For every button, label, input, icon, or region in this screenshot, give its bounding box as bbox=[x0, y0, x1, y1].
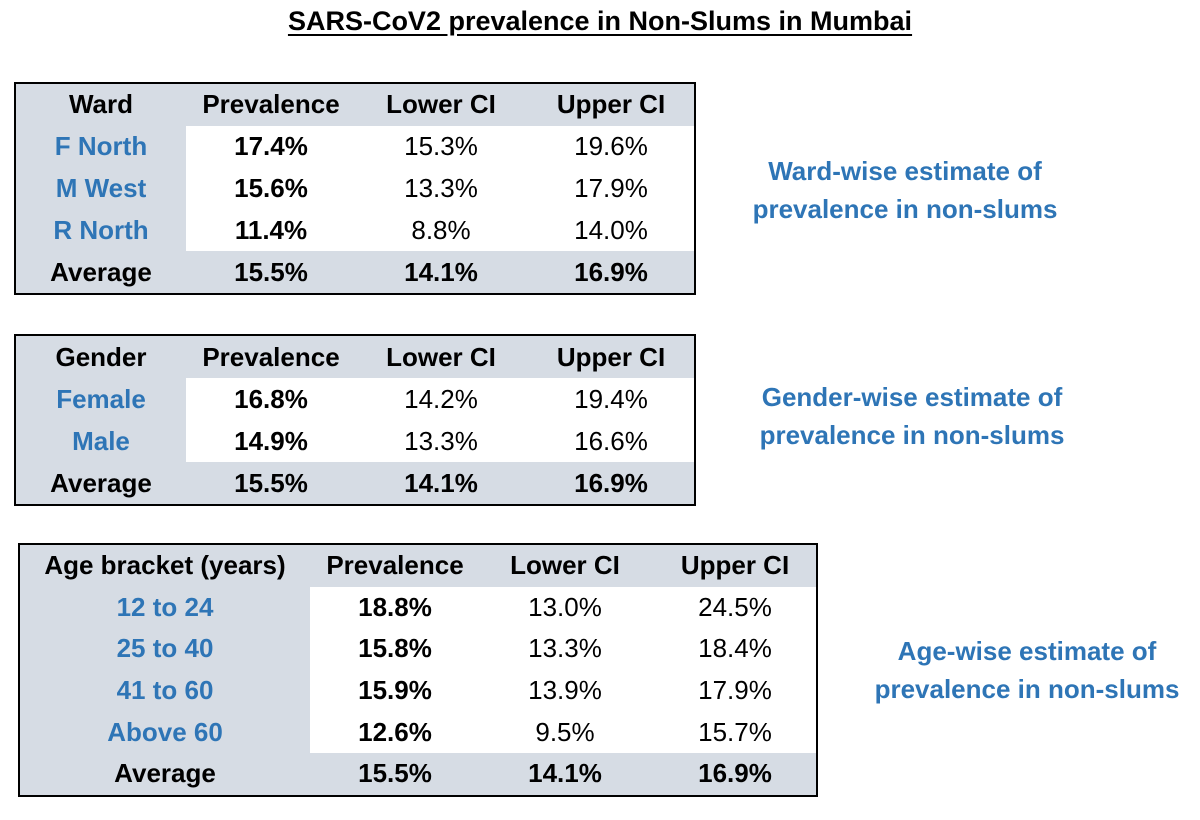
column-header: Age bracket (years) bbox=[44, 550, 286, 581]
average-lower-ci-value: 14.1% bbox=[404, 256, 478, 287]
lower-ci-value: 13.3% bbox=[404, 425, 478, 456]
note-line: prevalence in non-slums bbox=[752, 194, 1058, 224]
upper-ci-value: 18.4% bbox=[698, 633, 772, 664]
upper-ci-value: 24.5% bbox=[698, 591, 772, 622]
average-prevalence-value: 15.5% bbox=[234, 256, 308, 287]
lower-ci-value: 13.9% bbox=[528, 675, 602, 706]
column-header: Lower CI bbox=[510, 550, 620, 581]
column-header: Upper CI bbox=[680, 550, 790, 581]
prevalence-value: 17.4% bbox=[234, 131, 308, 162]
ward-note: Ward-wise estimate of prevalence in non-s… bbox=[705, 152, 1105, 228]
row-label: R North bbox=[53, 214, 149, 245]
average-prevalence-value: 15.5% bbox=[358, 758, 432, 789]
lower-ci-value: 13.3% bbox=[528, 633, 602, 664]
upper-ci-value: 19.4% bbox=[574, 383, 648, 414]
average-lower-ci-value: 14.1% bbox=[404, 467, 478, 498]
gender-body-fill bbox=[186, 378, 694, 462]
average-upper-ci-value: 16.9% bbox=[574, 467, 648, 498]
table-row: 12 to 24 18.8% 13.0% 24.5% bbox=[20, 587, 816, 629]
age-header-row: Age bracket (years) Prevalence Lower CI Upp… bbox=[20, 545, 816, 587]
age-body-fill bbox=[310, 586, 816, 753]
upper-ci-value: 17.9% bbox=[574, 172, 648, 203]
average-row: Average 15.5% 14.1% 16.9% bbox=[16, 462, 694, 504]
table-row: 25 to 40 15.8% 13.3% 18.4% bbox=[20, 628, 816, 670]
column-header: Ward bbox=[68, 89, 134, 120]
lower-ci-value: 13.0% bbox=[528, 591, 602, 622]
column-header: Lower CI bbox=[386, 341, 496, 372]
column-header: Upper CI bbox=[556, 341, 666, 372]
row-label: Female bbox=[56, 383, 146, 414]
row-label: Male bbox=[72, 425, 130, 456]
page-title: SARS-CoV2 prevalence in Non-Slums in Mum… bbox=[287, 6, 913, 36]
lower-ci-value: 13.3% bbox=[404, 172, 478, 203]
prevalence-value: 14.9% bbox=[234, 425, 308, 456]
row-label: Above 60 bbox=[107, 716, 223, 747]
gender-note: Gender-wise estimate of prevalence in non… bbox=[712, 378, 1112, 454]
average-row: Average 15.5% 14.1% 16.9% bbox=[20, 753, 816, 795]
note-line: Ward-wise estimate of bbox=[768, 156, 1042, 186]
column-header: Prevalence bbox=[202, 341, 340, 372]
column-header: Prevalence bbox=[202, 89, 340, 120]
lower-ci-value: 9.5% bbox=[535, 716, 595, 747]
average-lower-ci-value: 14.1% bbox=[528, 758, 602, 789]
gender-table: Gender Prevalence Lower CI Upper CI Female 16… bbox=[14, 334, 696, 506]
column-header: Prevalence bbox=[326, 550, 464, 581]
note-line: prevalence in non-slums bbox=[759, 420, 1065, 450]
row-label: 41 to 60 bbox=[116, 675, 214, 706]
prevalence-value: 11.4% bbox=[234, 214, 308, 245]
upper-ci-value: 15.7% bbox=[698, 716, 772, 747]
average-label: Average bbox=[50, 256, 152, 287]
lower-ci-value: 14.2% bbox=[404, 383, 478, 414]
column-header: Gender bbox=[55, 341, 147, 372]
column-header: Lower CI bbox=[386, 89, 496, 120]
prevalence-value: 12.6% bbox=[358, 716, 432, 747]
note-line: prevalence in non-slums bbox=[874, 674, 1180, 704]
row-label: F North bbox=[54, 131, 148, 162]
note-line: Age-wise estimate of bbox=[897, 636, 1157, 666]
upper-ci-value: 17.9% bbox=[698, 675, 772, 706]
table-row: 41 to 60 15.9% 13.9% 17.9% bbox=[20, 670, 816, 712]
average-prevalence-value: 15.5% bbox=[234, 467, 308, 498]
table-row: F North 17.4% 15.3% 19.6% bbox=[16, 126, 694, 168]
prevalence-value: 18.8% bbox=[358, 591, 432, 622]
table-row: Male 14.9% 13.3% 16.6% bbox=[16, 420, 694, 462]
average-row: Average 15.5% 14.1% 16.9% bbox=[16, 251, 694, 293]
prevalence-value: 16.8% bbox=[234, 383, 308, 414]
row-label: M West bbox=[55, 172, 147, 203]
ward-header-row: Ward Prevalence Lower CI Upper CI bbox=[16, 84, 694, 126]
prevalence-value: 15.8% bbox=[358, 633, 432, 664]
upper-ci-value: 14.0% bbox=[574, 214, 648, 245]
ward-body-fill bbox=[186, 125, 694, 252]
row-label: 25 to 40 bbox=[116, 633, 214, 664]
age-note: Age-wise estimate of prevalence in non-sl… bbox=[827, 632, 1200, 708]
table-row: M West 15.6% 13.3% 17.9% bbox=[16, 168, 694, 210]
average-upper-ci-value: 16.9% bbox=[698, 758, 772, 789]
average-label: Average bbox=[114, 758, 216, 789]
table-row: Female 16.8% 14.2% 19.4% bbox=[16, 378, 694, 420]
table-row: Above 60 12.6% 9.5% 15.7% bbox=[20, 711, 816, 753]
ward-table: Ward Prevalence Lower CI Upper CI F North 17.… bbox=[14, 82, 696, 295]
prevalence-value: 15.6% bbox=[234, 172, 308, 203]
lower-ci-value: 15.3% bbox=[404, 131, 478, 162]
upper-ci-value: 16.6% bbox=[574, 425, 648, 456]
prevalence-value: 15.9% bbox=[358, 675, 432, 706]
age-table: Age bracket (years) Prevalence Lower CI Upp… bbox=[18, 543, 818, 797]
row-label: 12 to 24 bbox=[116, 591, 214, 622]
average-upper-ci-value: 16.9% bbox=[574, 256, 648, 287]
table-row: R North 11.4% 8.8% 14.0% bbox=[16, 209, 694, 251]
column-header: Upper CI bbox=[556, 89, 666, 120]
lower-ci-value: 8.8% bbox=[411, 214, 471, 245]
note-line: Gender-wise estimate of bbox=[761, 382, 1063, 412]
average-label: Average bbox=[50, 467, 152, 498]
gender-header-row: Gender Prevalence Lower CI Upper CI bbox=[16, 336, 694, 378]
upper-ci-value: 19.6% bbox=[574, 131, 648, 162]
